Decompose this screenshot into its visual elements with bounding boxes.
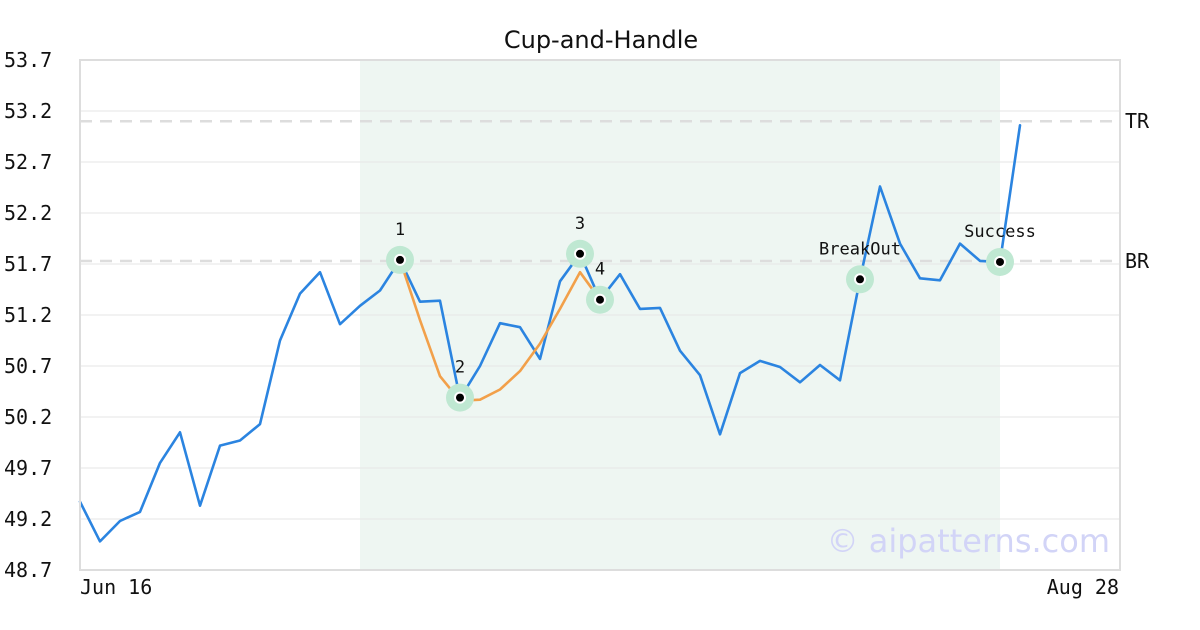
y-tick-label: 50.2	[4, 405, 52, 429]
y-tick-label: 49.2	[4, 507, 52, 531]
level-label-tr: TR	[1125, 109, 1150, 133]
y-tick-label: 52.2	[4, 201, 52, 225]
point-label-2: 2	[455, 358, 465, 378]
x-tick-end: Aug 28	[1047, 575, 1119, 599]
y-tick-label: 49.7	[4, 456, 52, 480]
marker-dot-1	[396, 255, 404, 264]
chart-title: Cup-and-Handle	[504, 26, 698, 54]
marker-dot-breakout	[856, 275, 864, 284]
point-label-3: 3	[575, 214, 585, 234]
marker-dot-4	[596, 295, 604, 304]
price-line	[78, 124, 1022, 543]
y-tick-label: 53.7	[4, 48, 52, 72]
y-tick-label: 51.2	[4, 303, 52, 327]
marker-dot-2	[456, 393, 464, 402]
y-tick-label: 51.7	[4, 252, 52, 276]
point-label-breakout: BreakOut	[819, 239, 901, 259]
y-tick-label: 50.7	[4, 354, 52, 378]
y-tick-label: 53.2	[4, 99, 52, 123]
watermark: © aipatterns.com	[827, 522, 1110, 560]
point-label-1: 1	[395, 220, 405, 240]
marker-dot-3	[576, 249, 584, 258]
point-label-success: Success	[964, 222, 1036, 242]
point-label-4: 4	[595, 260, 605, 280]
plot-frame	[79, 59, 1121, 571]
cup-curve-line	[398, 258, 602, 403]
marker-dot-success	[996, 257, 1004, 266]
y-tick-label: 48.7	[4, 558, 52, 582]
level-label-br: BR	[1125, 249, 1150, 273]
y-tick-label: 52.7	[4, 150, 52, 174]
x-tick-start: Jun 16	[80, 575, 152, 599]
